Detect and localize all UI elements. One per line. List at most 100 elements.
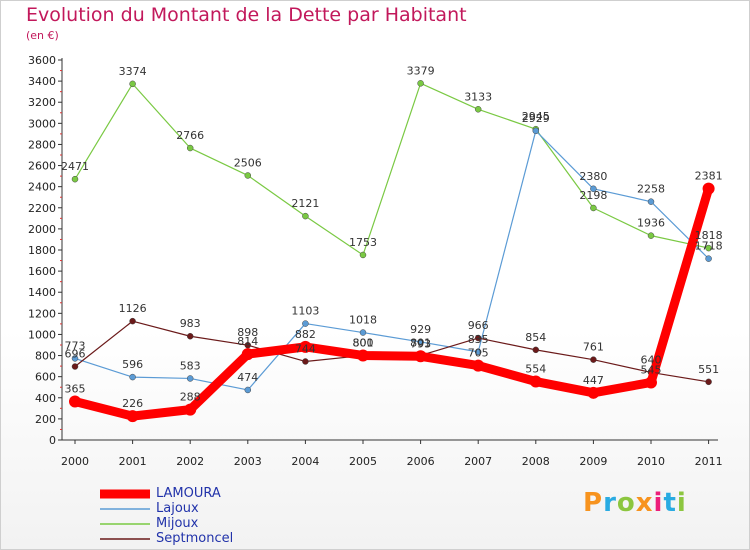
x-tick-label: 2011	[695, 455, 723, 468]
y-tick-label: 2200	[28, 202, 56, 215]
y-tick-label: 600	[35, 371, 56, 384]
series-line-mijoux	[74, 82, 710, 256]
legend-label-lajoux: Lajoux	[156, 501, 199, 516]
data-point-mijoux	[129, 80, 136, 88]
data-label-mijoux: 1753	[349, 236, 377, 249]
data-point-lajoux	[359, 329, 367, 336]
data-point-lajoux	[705, 255, 712, 262]
y-tick-label: 1600	[28, 265, 56, 278]
data-label-mijoux: 1818	[695, 229, 723, 242]
data-label-lajoux: 1718	[695, 240, 723, 253]
y-tick-label: 3200	[28, 96, 56, 109]
data-label-lajoux: 1018	[349, 314, 377, 327]
data-label-lamoura: 2381	[695, 170, 723, 183]
y-tick-label: 1400	[28, 286, 56, 299]
data-point-mijoux	[71, 175, 79, 183]
data-point-mijoux	[647, 232, 655, 239]
data-point-lajoux	[244, 386, 252, 394]
data-point-lamoura	[299, 340, 312, 353]
data-label-lamoura: 288	[180, 391, 201, 404]
logo-letter: x	[635, 488, 654, 518]
data-label-mijoux: 3374	[119, 65, 147, 78]
legend-label-lamoura: LAMOURA	[156, 486, 221, 501]
x-tick-label: 2001	[119, 455, 147, 468]
x-tick-label: 2004	[291, 455, 319, 468]
data-point-lamoura	[126, 410, 139, 423]
data-label-lamoura: 554	[525, 363, 546, 376]
data-label-septmoncel: 898	[237, 326, 258, 339]
y-tick-label: 2000	[28, 223, 56, 236]
data-point-lajoux	[129, 373, 136, 381]
logo-letter: r	[603, 488, 617, 518]
data-label-septmoncel: 966	[468, 319, 489, 332]
data-label-lamoura: 814	[237, 335, 258, 348]
y-tick-label: 3600	[28, 54, 56, 67]
data-point-septmoncel	[186, 332, 194, 340]
y-tick-label: 2600	[28, 160, 56, 173]
data-point-septmoncel	[474, 334, 482, 342]
data-point-lamoura	[472, 359, 485, 372]
data-label-lajoux: 1103	[291, 305, 319, 318]
data-label-lamoura: 545	[641, 363, 662, 376]
data-point-septmoncel	[302, 358, 309, 365]
series-line-lamoura	[70, 184, 714, 421]
y-tick-label: 2400	[28, 181, 56, 194]
data-point-lajoux	[647, 198, 655, 205]
data-point-lamoura	[645, 376, 657, 389]
data-point-lamoura	[357, 349, 369, 362]
data-label-septmoncel: 800	[353, 337, 374, 350]
x-tick-label: 2008	[522, 455, 550, 468]
data-label-lamoura: 882	[295, 328, 316, 341]
x-tick-label: 2002	[176, 455, 204, 468]
data-point-lamoura	[414, 350, 427, 363]
chart-title: Evolution du Montant de la Dette par Hab…	[26, 4, 467, 26]
data-label-lajoux: 929	[410, 323, 431, 336]
data-label-lamoura: 793	[410, 337, 431, 350]
y-tick-label: 2800	[28, 138, 56, 151]
data-label-septmoncel: 983	[180, 317, 201, 330]
data-label-mijoux: 3379	[407, 64, 435, 77]
x-tick-label: 2000	[61, 455, 89, 468]
data-label-septmoncel: 1126	[119, 302, 147, 315]
logo-letter: i	[676, 488, 687, 518]
logo-letter: i	[653, 488, 664, 518]
x-tick-label: 2005	[349, 455, 377, 468]
data-label-septmoncel: 744	[295, 342, 316, 355]
data-label-lajoux: 2929	[522, 112, 550, 125]
data-label-lajoux: 2258	[637, 183, 665, 196]
data-point-lajoux	[71, 355, 79, 362]
data-point-lamoura	[241, 348, 254, 361]
data-point-mijoux	[705, 244, 712, 252]
x-tick-label: 2010	[637, 455, 665, 468]
legend-item-mijoux: Mijoux	[100, 516, 233, 531]
y-tick-label: 200	[35, 413, 56, 426]
data-point-mijoux	[244, 172, 252, 179]
legend-label-mijoux: Mijoux	[156, 516, 199, 531]
data-label-mijoux: 2471	[61, 160, 89, 173]
data-point-lamoura	[69, 395, 81, 408]
data-label-lajoux: 2380	[579, 170, 607, 183]
data-point-lamoura	[184, 403, 197, 416]
data-point-septmoncel	[590, 356, 597, 363]
data-label-mijoux: 2121	[291, 197, 319, 210]
data-label-lajoux: 835	[468, 333, 489, 346]
data-label-lamoura: 801	[353, 336, 374, 349]
data-label-septmoncel: 551	[698, 363, 719, 376]
y-tick-label: 0	[49, 434, 56, 447]
data-point-septmoncel	[532, 346, 540, 354]
data-label-lajoux: 474	[237, 371, 258, 384]
y-tick-label: 1800	[28, 244, 56, 257]
data-point-mijoux	[302, 212, 309, 220]
data-point-lajoux	[532, 127, 540, 135]
x-tick-label: 2009	[579, 455, 607, 468]
data-label-mijoux: 2945	[522, 110, 550, 123]
legend: LAMOURA Lajoux Mijoux Septmoncel	[100, 486, 233, 546]
data-point-lajoux	[302, 320, 309, 327]
data-point-mijoux	[474, 106, 482, 113]
proxiti-logo: Proxiti	[583, 488, 687, 518]
x-tick-label: 2006	[407, 455, 435, 468]
data-point-lamoura	[529, 375, 542, 388]
legend-item-septmoncel: Septmoncel	[100, 531, 233, 546]
